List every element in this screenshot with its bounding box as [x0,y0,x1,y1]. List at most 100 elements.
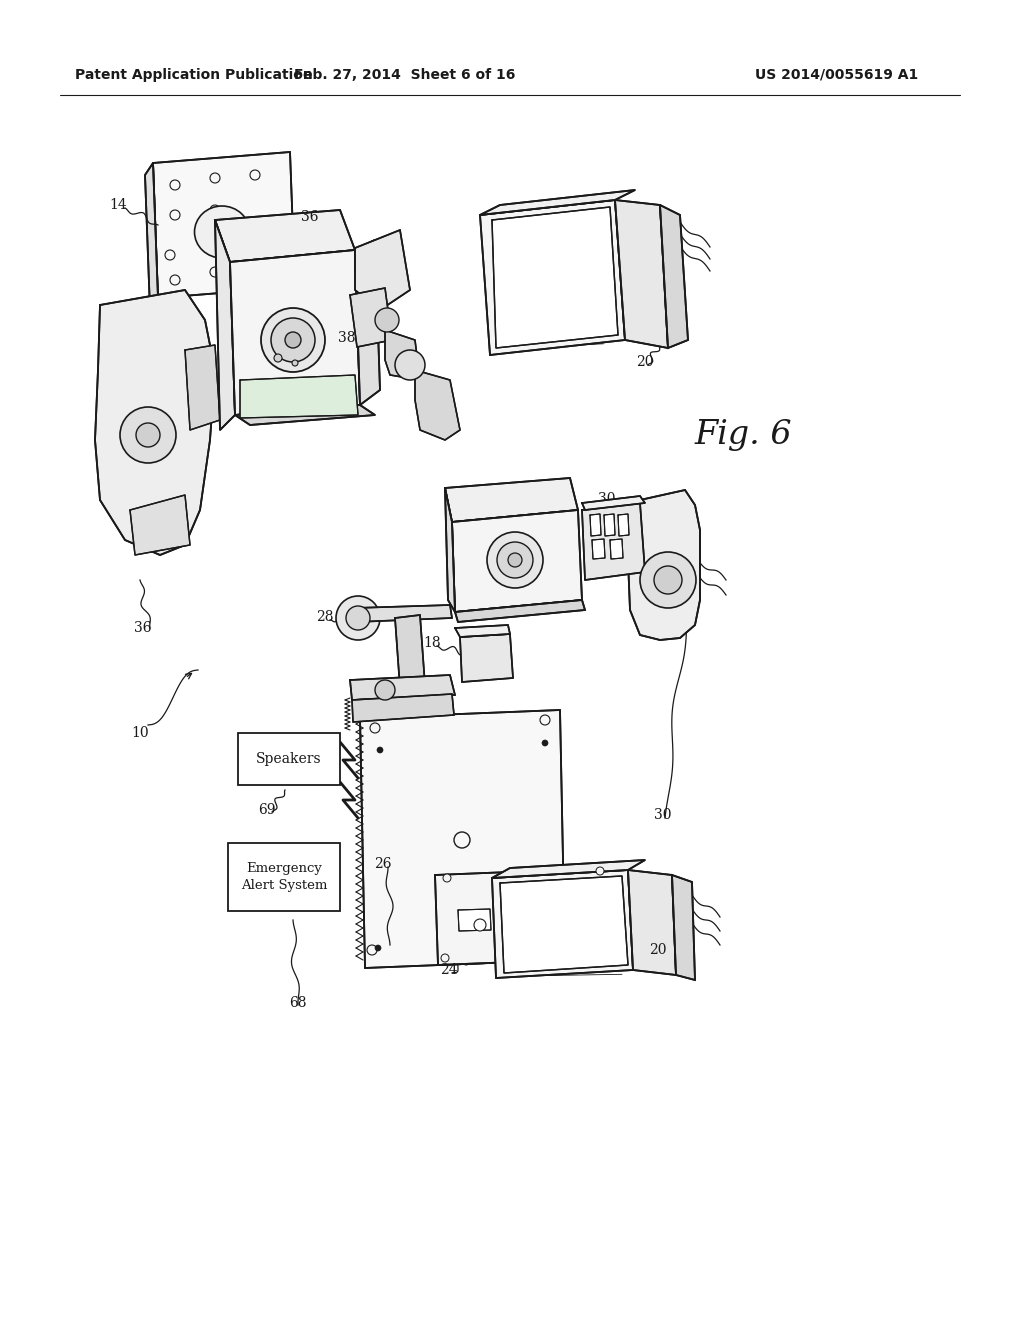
Polygon shape [435,869,615,965]
Circle shape [271,318,315,362]
Circle shape [441,954,449,962]
Text: 10: 10 [131,726,148,741]
Circle shape [395,350,425,380]
Polygon shape [458,909,490,931]
Text: 20: 20 [636,355,653,370]
Polygon shape [350,288,392,347]
Circle shape [454,832,470,847]
Polygon shape [604,513,615,536]
Text: 14: 14 [110,198,127,213]
Text: 24: 24 [440,964,458,977]
Text: US 2014/0055619 A1: US 2014/0055619 A1 [755,69,919,82]
Polygon shape [215,210,355,261]
Polygon shape [672,875,695,979]
Circle shape [375,308,399,333]
Circle shape [346,606,370,630]
Ellipse shape [195,206,250,257]
Circle shape [285,333,301,348]
Circle shape [508,553,522,568]
Text: Emergency
Alert System: Emergency Alert System [241,862,328,892]
Text: 26: 26 [374,857,392,871]
Circle shape [596,948,604,956]
Text: 30: 30 [598,492,615,506]
Circle shape [375,945,381,950]
Circle shape [367,945,377,954]
Polygon shape [460,634,513,682]
Circle shape [120,407,176,463]
Circle shape [170,180,180,190]
Circle shape [210,243,220,253]
Circle shape [370,723,380,733]
Polygon shape [500,876,628,973]
Text: Feb. 27, 2014  Sheet 6 of 16: Feb. 27, 2014 Sheet 6 of 16 [294,69,516,82]
Text: 18: 18 [423,636,440,649]
Text: 36: 36 [301,210,318,224]
Polygon shape [618,513,629,536]
Polygon shape [615,201,668,348]
Circle shape [543,939,553,949]
Text: 36: 36 [134,620,152,635]
Text: Fig. 6: Fig. 6 [695,418,793,451]
Polygon shape [455,601,585,622]
Circle shape [540,715,550,725]
Circle shape [292,360,298,366]
Polygon shape [355,240,380,405]
Circle shape [210,205,220,215]
Polygon shape [95,290,215,554]
Circle shape [165,249,175,260]
Polygon shape [582,503,645,579]
Polygon shape [240,375,358,418]
Polygon shape [582,496,645,510]
Circle shape [210,267,220,277]
Polygon shape [480,201,625,355]
Polygon shape [215,220,234,430]
Bar [228,843,340,911]
Polygon shape [660,205,688,348]
Polygon shape [145,162,158,310]
Circle shape [210,173,220,183]
Circle shape [261,308,325,372]
Circle shape [596,867,604,875]
Text: 69: 69 [258,803,275,817]
Polygon shape [352,694,454,722]
Circle shape [170,275,180,285]
Circle shape [336,597,380,640]
Text: 12: 12 [601,554,618,569]
Polygon shape [355,230,410,310]
Circle shape [377,747,383,752]
Polygon shape [185,345,220,430]
Polygon shape [592,539,605,558]
Bar [238,733,340,785]
Circle shape [170,210,180,220]
Polygon shape [153,152,295,298]
Circle shape [443,874,451,882]
Text: 38: 38 [338,331,355,345]
Polygon shape [360,710,565,968]
Polygon shape [234,405,375,425]
Polygon shape [395,615,425,688]
Polygon shape [480,190,635,215]
Circle shape [497,543,534,578]
Polygon shape [492,870,633,978]
Circle shape [274,354,282,362]
Polygon shape [492,207,618,348]
Text: 28: 28 [316,610,334,624]
Circle shape [542,741,548,746]
Circle shape [640,552,696,609]
Polygon shape [628,490,700,640]
Text: 22: 22 [591,298,608,312]
Polygon shape [628,870,676,975]
Polygon shape [590,513,601,536]
Circle shape [487,532,543,587]
Text: 30: 30 [654,808,672,822]
Text: 37: 37 [364,297,381,312]
Polygon shape [355,605,452,622]
Polygon shape [455,624,510,638]
Circle shape [250,170,260,180]
Circle shape [474,919,486,931]
Polygon shape [445,478,578,521]
Circle shape [375,680,395,700]
Polygon shape [492,861,645,878]
Circle shape [654,566,682,594]
Polygon shape [385,330,420,380]
